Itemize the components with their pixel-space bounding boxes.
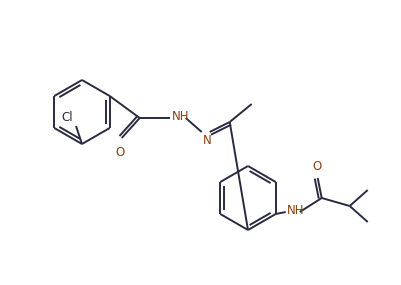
Text: NH: NH xyxy=(171,111,189,123)
Text: O: O xyxy=(115,146,124,159)
Text: NH: NH xyxy=(286,205,304,217)
Text: O: O xyxy=(311,160,320,173)
Text: N: N xyxy=(202,134,211,147)
Text: Cl: Cl xyxy=(61,111,73,124)
